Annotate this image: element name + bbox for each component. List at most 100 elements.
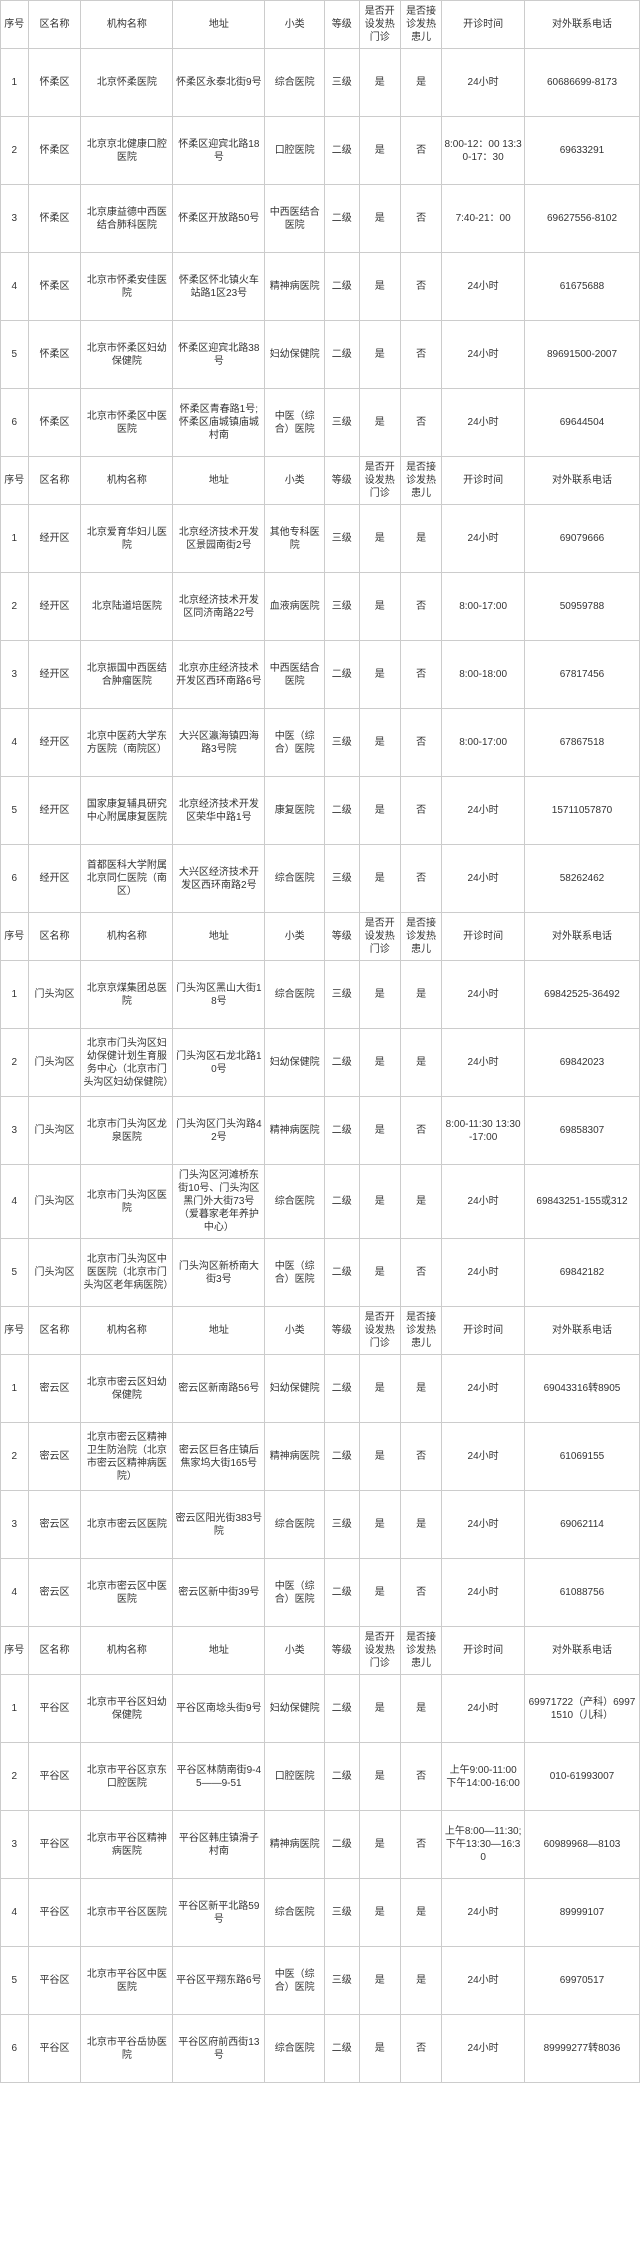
cell-cat: 精神病医院 [265, 1097, 325, 1165]
cell-area: 门头沟区 [28, 961, 81, 1029]
header-cell-addr: 地址 [173, 457, 265, 505]
cell-hours: 24小时 [442, 845, 525, 913]
cell-idx: 6 [1, 2015, 29, 2083]
cell-hours: 8:00-17:00 [442, 709, 525, 777]
cell-level: 二级 [325, 117, 359, 185]
table-row: 6经开区首都医科大学附属北京同仁医院（南区）大兴区经济技术开发区西环南路2号综合… [1, 845, 640, 913]
cell-child: 否 [400, 253, 441, 321]
cell-area: 怀柔区 [28, 117, 81, 185]
cell-addr: 平谷区新平北路59号 [173, 1879, 265, 1947]
cell-level: 二级 [325, 2015, 359, 2083]
table-row: 4平谷区北京市平谷区医院平谷区新平北路59号综合医院三级是是24小时899991… [1, 1879, 640, 1947]
cell-fever: 是 [359, 505, 400, 573]
cell-child: 是 [400, 1491, 441, 1559]
cell-idx: 2 [1, 573, 29, 641]
table-row: 1经开区北京爱育华妇儿医院北京经济技术开发区景园南街2号其他专科医院三级是是24… [1, 505, 640, 573]
cell-addr: 北京亦庄经济技术开发区西环南路6号 [173, 641, 265, 709]
cell-hours: 8:00-11:30 13:30-17:00 [442, 1097, 525, 1165]
table-row: 2门头沟区北京市门头沟区妇幼保健计划生育服务中心（北京市门头沟区妇幼保健院）门头… [1, 1029, 640, 1097]
cell-cat: 中医（综合）医院 [265, 389, 325, 457]
cell-phone: 69627556-8102 [524, 185, 639, 253]
cell-hours: 上午9:00-11:00 下午14:00-16:00 [442, 1743, 525, 1811]
cell-org: 国家康复辅具研究中心附属康复医院 [81, 777, 173, 845]
cell-area: 经开区 [28, 573, 81, 641]
cell-cat: 综合医院 [265, 1879, 325, 1947]
cell-phone: 010-61993007 [524, 1743, 639, 1811]
hospital-table: 序号区名称机构名称地址小类等级是否开设发热门诊是否接诊发热患儿开诊时间对外联系电… [0, 0, 640, 2083]
header-cell-cat: 小类 [265, 1, 325, 49]
cell-child: 是 [400, 1355, 441, 1423]
cell-phone: 15711057870 [524, 777, 639, 845]
header-row: 序号区名称机构名称地址小类等级是否开设发热门诊是否接诊发热患儿开诊时间对外联系电… [1, 1307, 640, 1355]
table-row: 4经开区北京中医药大学东方医院（南院区）大兴区瀛海镇四海路3号院中医（综合）医院… [1, 709, 640, 777]
cell-fever: 是 [359, 389, 400, 457]
table-row: 6平谷区北京市平谷岳协医院平谷区府前西街13号综合医院二级是否24小时89999… [1, 2015, 640, 2083]
cell-area: 密云区 [28, 1355, 81, 1423]
cell-phone: 69079666 [524, 505, 639, 573]
cell-child: 否 [400, 1239, 441, 1307]
cell-addr: 北京经济技术开发区荣华中路1号 [173, 777, 265, 845]
cell-cat: 精神病医院 [265, 253, 325, 321]
cell-area: 平谷区 [28, 1675, 81, 1743]
cell-org: 北京市密云区精神卫生防治院（北京市密云区精神病医院） [81, 1423, 173, 1491]
cell-hours: 24小时 [442, 1239, 525, 1307]
table-row: 3经开区北京振国中西医结合肿瘤医院北京亦庄经济技术开发区西环南路6号中西医结合医… [1, 641, 640, 709]
cell-child: 否 [400, 389, 441, 457]
cell-area: 经开区 [28, 777, 81, 845]
cell-level: 三级 [325, 845, 359, 913]
cell-fever: 是 [359, 1675, 400, 1743]
cell-phone: 69842023 [524, 1029, 639, 1097]
cell-child: 否 [400, 709, 441, 777]
header-cell-org: 机构名称 [81, 1627, 173, 1675]
cell-idx: 6 [1, 389, 29, 457]
cell-addr: 门头沟区黑山大街18号 [173, 961, 265, 1029]
cell-fever: 是 [359, 1559, 400, 1627]
header-cell-fever: 是否开设发热门诊 [359, 913, 400, 961]
cell-idx: 4 [1, 253, 29, 321]
cell-level: 二级 [325, 185, 359, 253]
cell-area: 怀柔区 [28, 321, 81, 389]
cell-idx: 5 [1, 1947, 29, 2015]
table-row: 1怀柔区北京怀柔医院怀柔区永泰北街9号综合医院三级是是24小时60686699-… [1, 49, 640, 117]
cell-cat: 综合医院 [265, 2015, 325, 2083]
cell-addr: 密云区新中街39号 [173, 1559, 265, 1627]
cell-org: 北京康益德中西医结合肺科医院 [81, 185, 173, 253]
cell-addr: 密云区巨各庄镇后焦家坞大街165号 [173, 1423, 265, 1491]
cell-addr: 怀柔区青春路1号;怀柔区庙城镇庙城村南 [173, 389, 265, 457]
cell-phone: 69043316转8905 [524, 1355, 639, 1423]
cell-level: 三级 [325, 961, 359, 1029]
cell-cat: 血液病医院 [265, 573, 325, 641]
cell-fever: 是 [359, 1879, 400, 1947]
cell-area: 平谷区 [28, 1811, 81, 1879]
cell-cat: 精神病医院 [265, 1423, 325, 1491]
cell-area: 怀柔区 [28, 253, 81, 321]
cell-fever: 是 [359, 641, 400, 709]
header-cell-area: 区名称 [28, 1307, 81, 1355]
cell-fever: 是 [359, 49, 400, 117]
cell-phone: 60686699-8173 [524, 49, 639, 117]
cell-phone: 67867518 [524, 709, 639, 777]
header-cell-idx: 序号 [1, 913, 29, 961]
cell-org: 北京市怀柔区妇幼保健院 [81, 321, 173, 389]
table-row: 2密云区北京市密云区精神卫生防治院（北京市密云区精神病医院）密云区巨各庄镇后焦家… [1, 1423, 640, 1491]
cell-level: 三级 [325, 49, 359, 117]
table-row: 2平谷区北京市平谷区京东口腔医院平谷区林荫南街9-45——9-51口腔医院二级是… [1, 1743, 640, 1811]
cell-fever: 是 [359, 845, 400, 913]
table-row: 2经开区北京陆道培医院北京经济技术开发区同济南路22号血液病医院三级是否8:00… [1, 573, 640, 641]
cell-idx: 3 [1, 1097, 29, 1165]
cell-area: 密云区 [28, 1559, 81, 1627]
header-cell-phone: 对外联系电话 [524, 1627, 639, 1675]
cell-addr: 大兴区经济技术开发区西环南路2号 [173, 845, 265, 913]
cell-org: 北京怀柔医院 [81, 49, 173, 117]
header-cell-addr: 地址 [173, 1307, 265, 1355]
cell-org: 北京市平谷岳协医院 [81, 2015, 173, 2083]
cell-area: 经开区 [28, 641, 81, 709]
header-cell-phone: 对外联系电话 [524, 1307, 639, 1355]
cell-org: 北京市密云区妇幼保健院 [81, 1355, 173, 1423]
cell-level: 二级 [325, 1239, 359, 1307]
cell-org: 北京市怀柔安佳医院 [81, 253, 173, 321]
cell-hours: 24小时 [442, 777, 525, 845]
cell-org: 北京市平谷区精神病医院 [81, 1811, 173, 1879]
cell-area: 密云区 [28, 1491, 81, 1559]
cell-hours: 24小时 [442, 1675, 525, 1743]
